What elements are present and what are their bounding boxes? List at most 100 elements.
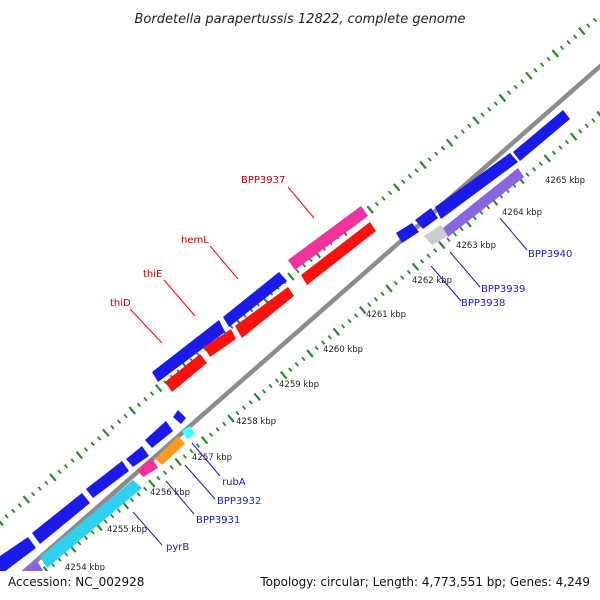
feature-blue[interactable] — [415, 208, 438, 229]
label-leader-line — [287, 186, 315, 219]
ring-tick — [569, 132, 578, 141]
feature-blue[interactable] — [86, 461, 129, 498]
gene-label-ruba[interactable]: rubA — [222, 477, 246, 488]
gene-label-heml[interactable]: hemL — [181, 235, 209, 246]
label-leader-line — [129, 308, 163, 344]
ring-tick — [438, 240, 446, 250]
ring-tick — [169, 465, 174, 470]
ring-tick — [374, 201, 379, 207]
gene-label-thid[interactable]: thiD — [110, 298, 131, 309]
ring-tick — [279, 371, 288, 380]
feature-blue[interactable] — [513, 110, 570, 161]
label-leader-line — [184, 464, 216, 500]
feature-red[interactable] — [204, 329, 236, 357]
ring-tick — [506, 90, 512, 95]
ring-tick — [446, 237, 451, 242]
label-leader-line — [191, 442, 221, 477]
feature-lightcyan[interactable] — [182, 426, 195, 439]
ring-tick — [551, 150, 556, 156]
ring-tick — [592, 17, 598, 23]
ring-tick — [546, 56, 551, 62]
ring-tick — [472, 215, 477, 221]
ring-tick — [294, 362, 299, 367]
gene-label-bpp3940[interactable]: BPP3940 — [528, 249, 572, 260]
ring-tick — [90, 530, 95, 535]
ring-tick — [538, 161, 543, 167]
ring-tick — [393, 280, 398, 286]
feature-blue[interactable] — [0, 537, 36, 575]
ring-tick — [302, 263, 307, 268]
gene-label-bpp3938[interactable]: BPP3938 — [461, 298, 505, 309]
ring-tick — [427, 157, 432, 162]
ring-tick — [123, 413, 128, 419]
gene-label-bpp3939[interactable]: BPP3939 — [481, 284, 525, 295]
gene-label-bpp3931[interactable]: BPP3931 — [196, 515, 240, 526]
feature-blue[interactable] — [223, 272, 287, 327]
feature-magenta[interactable] — [288, 206, 368, 270]
ring-tick — [392, 183, 401, 192]
feature-blue[interactable] — [435, 153, 518, 219]
ring-tick — [174, 457, 182, 467]
feature-blue[interactable] — [32, 493, 90, 544]
feature-magenta[interactable] — [137, 458, 158, 477]
gene-labels: BPP3937 hemL thiE thiD BPP3940 BPP3939 B… — [110, 175, 572, 553]
feature-cyan[interactable] — [40, 480, 142, 568]
tick-label: 4260 kbp — [323, 345, 363, 355]
footer-background — [0, 571, 600, 600]
gene-label-bpp3932[interactable]: BPP3932 — [217, 496, 261, 507]
ring-tick — [419, 160, 427, 170]
ring-tick — [248, 400, 253, 405]
ring-tick — [532, 166, 537, 172]
ring-tick — [268, 383, 273, 389]
ring-tick — [367, 302, 372, 307]
ring-tick — [222, 421, 227, 427]
feature-purple[interactable] — [443, 168, 524, 237]
ring-tick — [288, 367, 293, 373]
ring-tick — [287, 272, 295, 281]
ring-tick — [520, 79, 525, 84]
ring-tick — [50, 562, 56, 568]
ring-tick — [143, 486, 148, 492]
feature-gray[interactable] — [424, 225, 448, 245]
outer-dotted-ring — [0, 17, 598, 527]
ring-tick — [566, 40, 571, 45]
ring-tick — [401, 179, 406, 184]
backbone — [0, 63, 600, 596]
ring-tick — [525, 71, 533, 80]
ring-tick — [97, 436, 102, 441]
feature-blue[interactable] — [126, 446, 149, 467]
tick-label: 4263 kbp — [456, 241, 496, 251]
feature-blue[interactable] — [152, 320, 225, 382]
ring-tick — [110, 424, 115, 430]
ring-tick — [381, 196, 386, 201]
ring-tick — [586, 23, 591, 28]
feature-orange[interactable] — [155, 436, 185, 465]
gene-label-thie[interactable]: thiE — [143, 269, 162, 280]
ring-tick — [540, 62, 545, 67]
ring-tick — [22, 495, 31, 504]
tick-label: 4262 kbp — [412, 276, 452, 286]
ring-tick — [149, 391, 155, 396]
ring-tick — [460, 129, 465, 134]
feature-blue[interactable] — [173, 410, 186, 424]
feature-blue[interactable] — [145, 421, 173, 448]
ring-tick — [414, 168, 419, 173]
ring-tick — [533, 67, 538, 73]
gene-label-bpp3937[interactable]: BPP3937 — [241, 175, 285, 186]
ring-tick — [400, 275, 405, 280]
ring-tick — [387, 190, 393, 196]
feature-blue[interactable] — [396, 223, 419, 243]
ring-tick — [154, 383, 163, 393]
ring-tick — [37, 486, 42, 491]
accession-text: Accession: NC_002928 — [8, 575, 144, 589]
feature-red[interactable] — [165, 354, 207, 392]
ring-tick — [445, 138, 454, 147]
gene-label-pyrb[interactable]: pyrB — [166, 542, 189, 553]
feature-red[interactable] — [235, 287, 294, 338]
ring-tick — [4, 514, 9, 519]
feature-red[interactable] — [301, 222, 376, 285]
ring-tick — [498, 93, 507, 103]
ring-tick — [235, 410, 240, 416]
tick-label: 4261 kbp — [366, 310, 406, 320]
ring-tick — [419, 259, 425, 264]
